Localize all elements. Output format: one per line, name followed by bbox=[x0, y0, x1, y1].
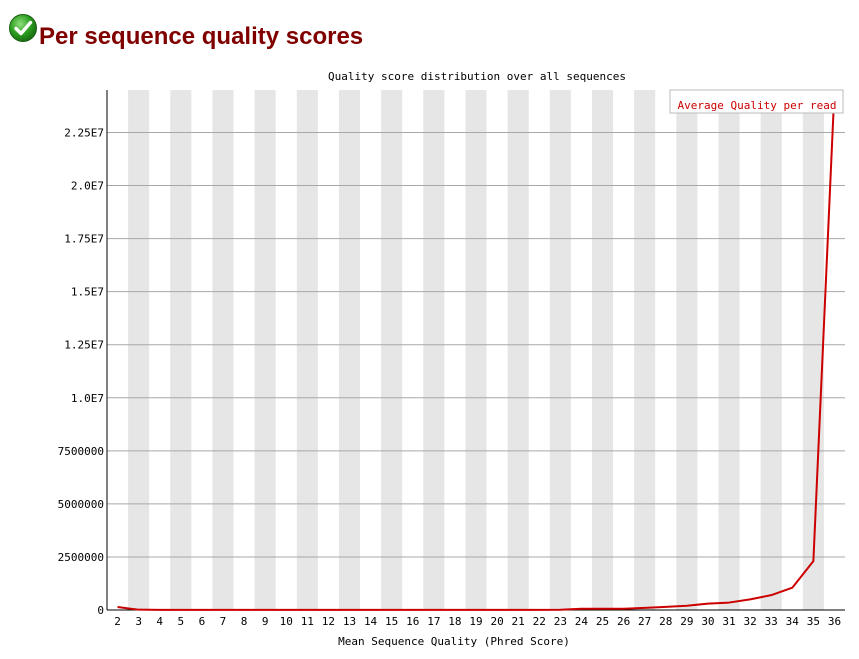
x-tick-label: 10 bbox=[280, 615, 293, 628]
x-tick-label: 12 bbox=[322, 615, 335, 628]
x-tick-label: 34 bbox=[786, 615, 800, 628]
check-circle-icon bbox=[9, 14, 37, 42]
x-tick-label: 35 bbox=[807, 615, 820, 628]
grid-band bbox=[507, 90, 529, 610]
x-tick-label: 36 bbox=[828, 615, 841, 628]
alternating-bands bbox=[128, 90, 824, 610]
grid-band bbox=[254, 90, 276, 610]
grid-band bbox=[296, 90, 318, 610]
y-tick-label: 7500000 bbox=[58, 445, 104, 458]
x-tick-label: 6 bbox=[199, 615, 206, 628]
grid-lines bbox=[107, 131, 845, 558]
x-tick-label: 11 bbox=[301, 615, 314, 628]
series-lines bbox=[117, 89, 836, 611]
grid-band bbox=[676, 90, 698, 610]
grid-band bbox=[128, 90, 150, 610]
x-tick-label: 31 bbox=[722, 615, 735, 628]
grid-band bbox=[170, 90, 192, 610]
x-tick-label: 21 bbox=[512, 615, 525, 628]
y-tick-label: 5000000 bbox=[58, 498, 104, 511]
x-tick-label: 4 bbox=[156, 615, 163, 628]
x-tick-label: 27 bbox=[638, 615, 651, 628]
legend-entry: Average Quality per read bbox=[678, 99, 837, 112]
y-tick-label: 0 bbox=[97, 604, 104, 617]
x-tick-label: 19 bbox=[469, 615, 482, 628]
x-tick-label: 17 bbox=[427, 615, 440, 628]
x-tick-label: 13 bbox=[343, 615, 356, 628]
grid-band bbox=[802, 90, 824, 610]
y-tick-label: 2.25E7 bbox=[64, 126, 104, 139]
legend: Average Quality per read bbox=[669, 89, 844, 114]
grid-band bbox=[591, 90, 614, 610]
page-title: Per sequence quality scores bbox=[39, 23, 364, 50]
x-tick-label: 24 bbox=[575, 615, 589, 628]
x-tick-label: 20 bbox=[490, 615, 503, 628]
x-tick-labels: 2 3 4 5 6 7 8 9 10 11 12 13 14 15 16 17 18 19 20 21 22 23 24 25… bbox=[114, 615, 841, 628]
x-tick-label: 5 bbox=[177, 615, 184, 628]
x-tick-label: 30 bbox=[701, 615, 714, 628]
x-tick-label: 18 bbox=[448, 615, 461, 628]
x-tick-label: 25 bbox=[596, 615, 609, 628]
grid-band bbox=[718, 90, 740, 610]
grid-band bbox=[423, 90, 445, 610]
legend-box bbox=[669, 89, 844, 114]
chart-title: Quality score distribution over all sequ… bbox=[328, 70, 626, 83]
x-tick-label: 3 bbox=[135, 615, 142, 628]
grid-band bbox=[634, 90, 656, 610]
x-tick-label: 16 bbox=[406, 615, 419, 628]
y-tick-label: 1.75E7 bbox=[64, 233, 104, 246]
y-tick-labels: 0 2500000 5000000 7500000 1.0E7 1.25E7 1.5E7 1.… bbox=[58, 126, 104, 617]
x-tick-label: 32 bbox=[743, 615, 756, 628]
x-tick-label: 15 bbox=[385, 615, 398, 628]
x-tick-label: 14 bbox=[364, 615, 378, 628]
x-tick-label: 23 bbox=[554, 615, 567, 628]
x-tick-label: 9 bbox=[262, 615, 269, 628]
grid-band bbox=[549, 90, 571, 610]
grid-band bbox=[338, 90, 361, 610]
x-tick-label: 8 bbox=[241, 615, 248, 628]
x-tick-label: 2 bbox=[114, 615, 121, 628]
y-tick-label: 2.0E7 bbox=[71, 180, 104, 193]
x-axis-label: Mean Sequence Quality (Phred Score) bbox=[338, 635, 570, 648]
x-tick-label: 7 bbox=[220, 615, 227, 628]
grid-band bbox=[381, 90, 403, 610]
grid-band bbox=[212, 90, 234, 610]
y-tick-label: 1.5E7 bbox=[71, 286, 104, 299]
y-tick-label: 1.0E7 bbox=[71, 392, 104, 405]
x-tick-label: 22 bbox=[533, 615, 546, 628]
x-tick-label: 26 bbox=[617, 615, 630, 628]
x-tick-label: 33 bbox=[765, 615, 778, 628]
grid-band bbox=[760, 90, 782, 610]
y-tick-label: 2500000 bbox=[58, 551, 104, 564]
series-line bbox=[117, 89, 836, 611]
x-tick-label: 28 bbox=[659, 615, 672, 628]
y-tick-label: 1.25E7 bbox=[64, 339, 104, 352]
x-tick-label: 29 bbox=[680, 615, 693, 628]
module-header: Per sequence quality scores bbox=[8, 12, 363, 52]
grid-band bbox=[465, 90, 487, 610]
